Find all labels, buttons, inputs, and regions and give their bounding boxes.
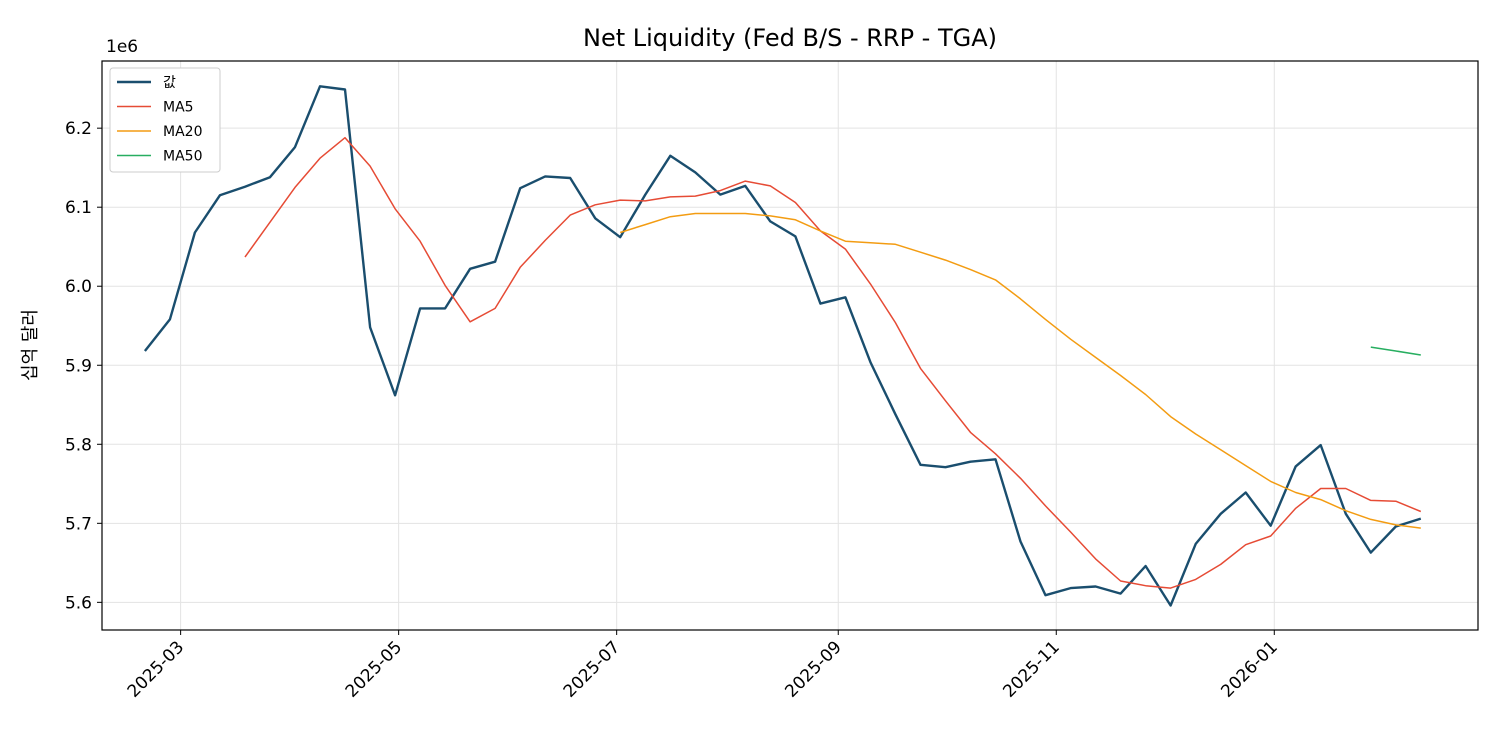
y-axis: 5.6 5.7 5.8 5.9 6.0 6.1 6.2 [65,119,102,613]
legend-label: MA20 [163,124,202,140]
series-line-ma20 [619,212,1421,529]
series-line-ma5 [244,136,1422,589]
series-lines [143,85,1422,607]
series-line-value [143,85,1422,607]
legend-box [109,67,221,173]
y-tick-label: 5.9 [65,356,92,376]
chart-title: Net Liquidity (Fed B/S - RRP - TGA) [583,24,997,52]
grid [102,61,1478,630]
y-tick-label: 6.2 [65,119,92,139]
plot-frame [101,60,1479,631]
y-axis-label: 십억 달러 [20,309,41,381]
y-tick-label: 5.6 [65,593,92,613]
legend-label: MA50 [163,149,202,165]
y-tick-label: 5.8 [65,435,92,455]
y-tick-label: 6.1 [65,198,92,218]
y-offset-label: 1e6 [106,37,138,57]
legend: 값 MA5 MA20 MA50 [109,67,221,173]
series-line-ma50 [1370,346,1421,356]
y-tick-label: 5.7 [65,514,92,534]
legend-label: MA5 [163,100,194,116]
legend-label: 값 [163,75,176,91]
y-tick-label: 6.0 [65,277,92,297]
